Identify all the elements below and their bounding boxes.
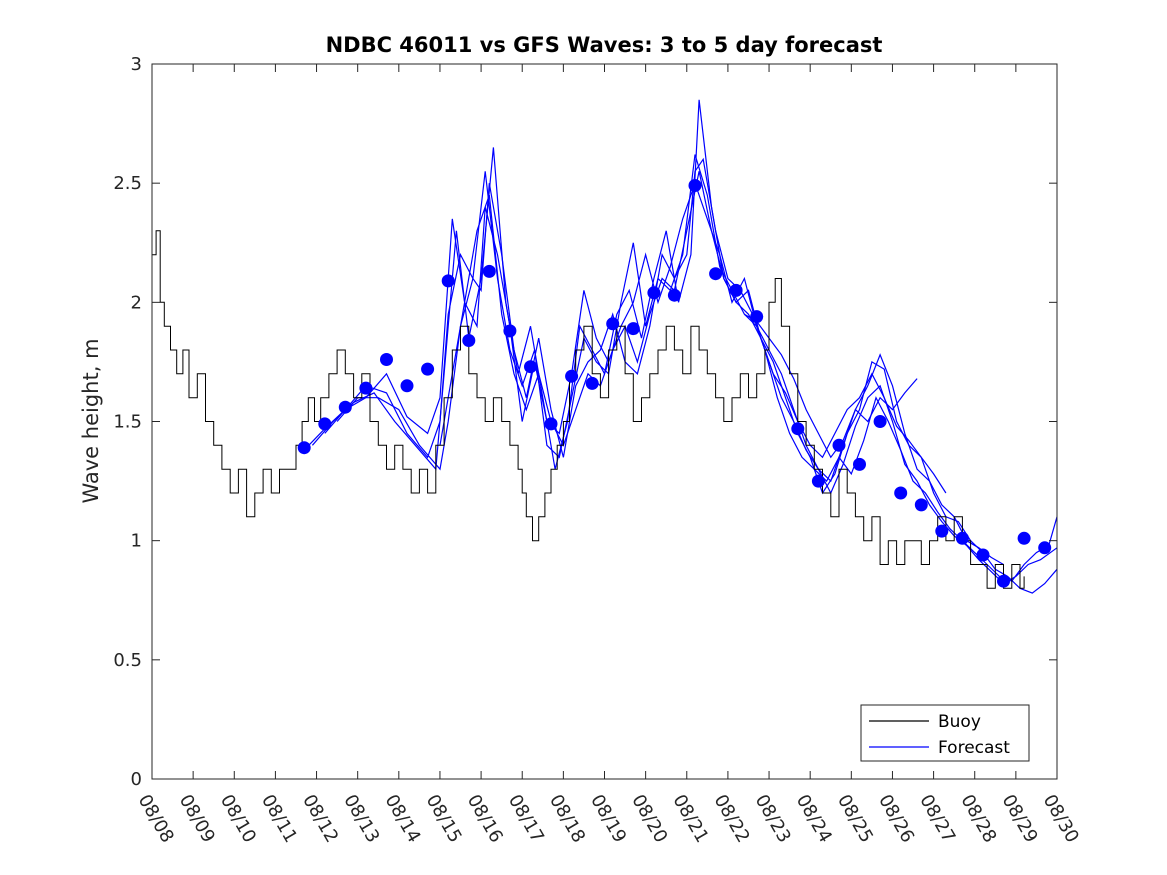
forecast-point xyxy=(441,274,455,288)
forecast-point xyxy=(667,288,681,302)
forecast-point xyxy=(894,486,908,500)
y-tick-label: 2 xyxy=(131,292,142,313)
forecast-point xyxy=(935,524,949,538)
data-layer xyxy=(152,99,1058,594)
forecast-point xyxy=(359,381,373,395)
forecast-point xyxy=(421,362,435,376)
forecast-point xyxy=(729,283,743,297)
forecast-point xyxy=(585,376,599,390)
y-tick-label: 3 xyxy=(131,54,142,75)
forecast-point xyxy=(791,422,805,436)
y-tick-label: 2.5 xyxy=(113,173,142,194)
y-tick-label: 1.5 xyxy=(113,412,142,433)
legend-label-forecast: Forecast xyxy=(938,738,1010,758)
forecast-point xyxy=(338,400,352,414)
forecast-point xyxy=(606,317,620,331)
forecast-point xyxy=(318,417,332,431)
forecast-point xyxy=(750,310,764,324)
forecast-point xyxy=(380,353,393,366)
plot-area xyxy=(152,64,1057,779)
legend: Buoy Forecast xyxy=(860,704,1030,762)
forecast-line-5 xyxy=(439,171,947,494)
forecast-point xyxy=(400,379,414,393)
forecast-point xyxy=(1038,541,1052,555)
forecast-point xyxy=(544,417,558,431)
forecast-point xyxy=(997,574,1010,588)
y-tick-label: 0.5 xyxy=(113,650,142,671)
legend-box xyxy=(860,704,1030,762)
forecast-point xyxy=(873,415,887,428)
forecast-point xyxy=(482,264,496,278)
forecast-point xyxy=(503,324,517,338)
forecast-line-1 xyxy=(303,157,1058,582)
forecast-point xyxy=(853,457,866,471)
forecast-point xyxy=(462,334,476,347)
y-tick-label: 0 xyxy=(131,769,142,790)
chart-title: NDBC 46011 vs GFS Waves: 3 to 5 day fore… xyxy=(326,33,883,57)
forecast-point xyxy=(955,531,969,545)
forecast-point xyxy=(976,548,990,562)
forecast-point xyxy=(647,286,661,300)
y-tick-label: 1 xyxy=(131,531,142,552)
forecast-point xyxy=(1017,531,1031,545)
forecast-line-3 xyxy=(324,181,1004,566)
forecast-point xyxy=(811,474,825,488)
forecast-line-4 xyxy=(336,154,1058,585)
legend-label-buoy: Buoy xyxy=(938,712,981,732)
forecast-point xyxy=(565,369,579,383)
forecast-line-2 xyxy=(311,99,1058,594)
forecast-line-6 xyxy=(744,313,918,459)
forecast-point xyxy=(626,322,640,336)
forecast-point xyxy=(914,498,928,512)
buoy-line xyxy=(152,230,1025,589)
forecast-point xyxy=(297,441,311,455)
forecast-point xyxy=(709,267,723,281)
forecast-point xyxy=(832,438,846,452)
forecast-point xyxy=(688,179,702,192)
y-axis-label: Wave height, m xyxy=(79,338,103,503)
forecast-point xyxy=(524,360,537,374)
